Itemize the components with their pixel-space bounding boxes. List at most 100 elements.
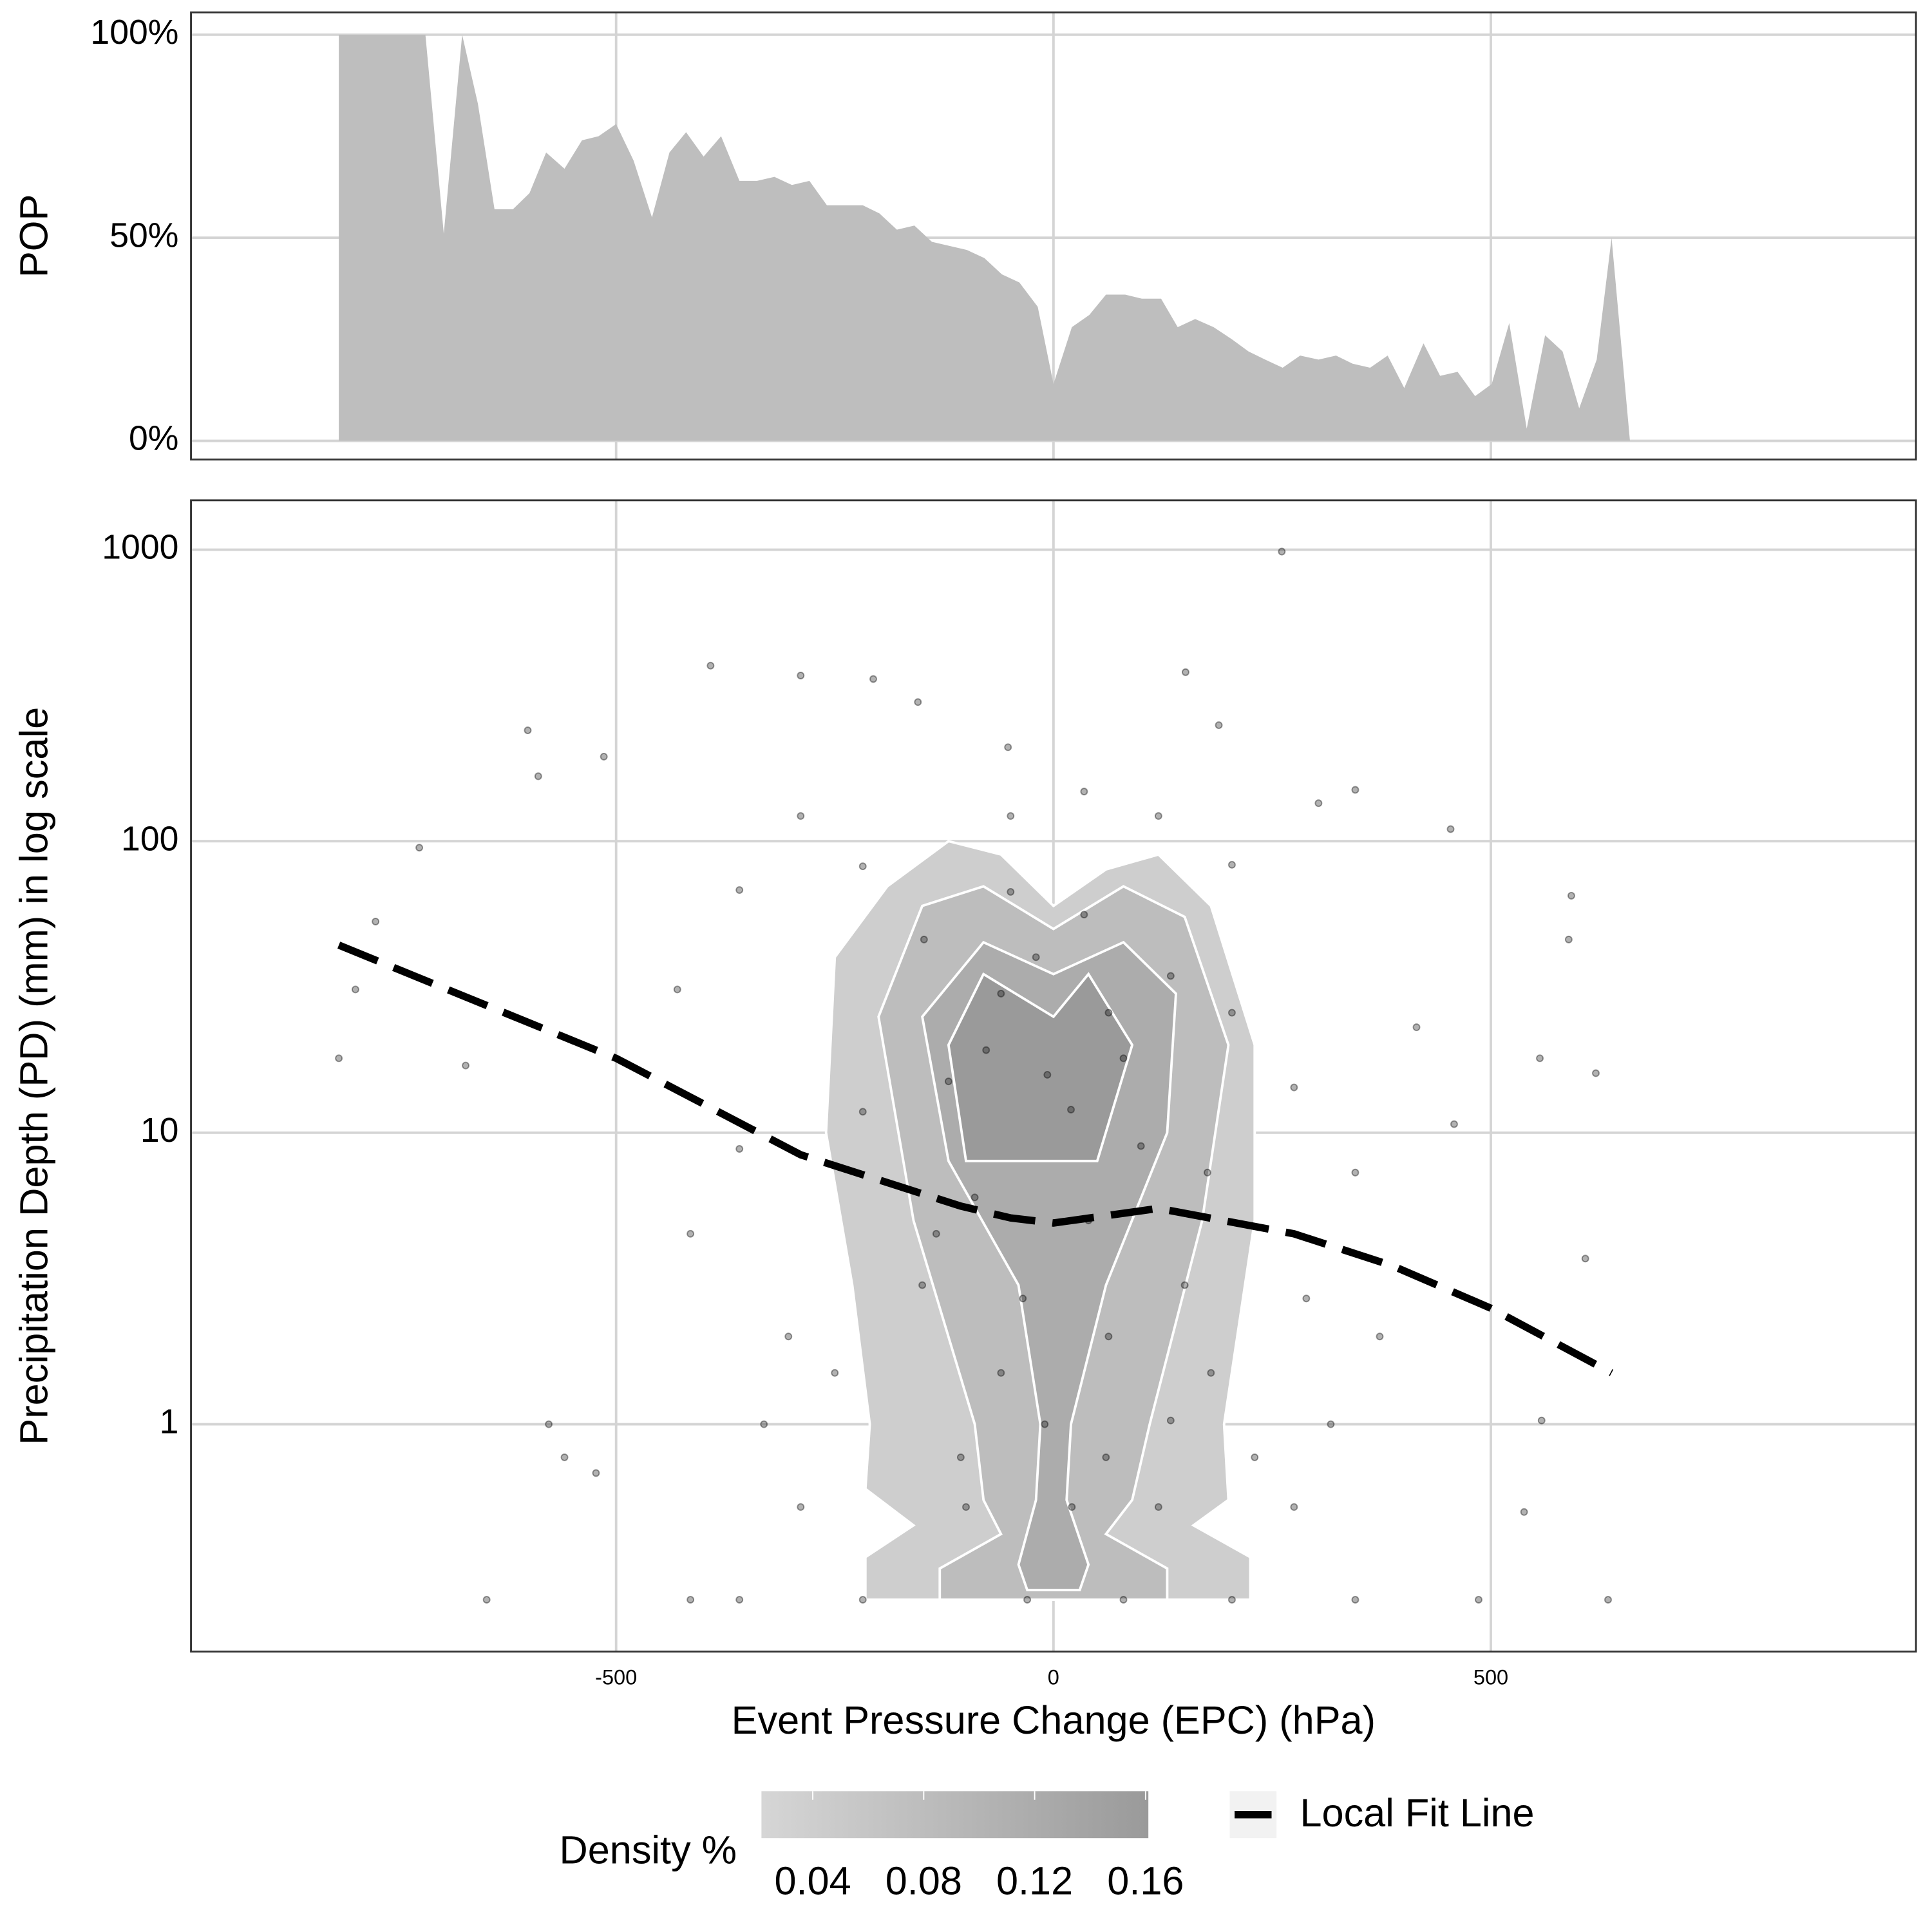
area (339, 34, 1630, 441)
x-tick-label: -500 (595, 1665, 637, 1689)
point (760, 1420, 768, 1428)
point (351, 985, 359, 994)
point (1203, 1168, 1211, 1177)
colorbar-tick-label: 0.08 (886, 1859, 962, 1902)
point (335, 1054, 343, 1063)
x-tick-label: 500 (1473, 1665, 1508, 1689)
colorbar-tick-label: 0.12 (996, 1859, 1073, 1902)
point (858, 1108, 867, 1116)
point (372, 918, 380, 925)
point (592, 1469, 600, 1477)
y-tick-label: 1 (160, 1403, 179, 1441)
point (962, 1503, 970, 1511)
point (1376, 1332, 1384, 1341)
y-tick-label: 100% (90, 13, 178, 52)
density-region (947, 972, 1134, 1162)
point (1278, 547, 1286, 556)
point (1228, 1009, 1236, 1017)
point (1041, 1420, 1049, 1428)
point (1032, 953, 1040, 961)
point (1314, 799, 1323, 808)
y-tick-label: 0% (129, 419, 178, 458)
point (687, 1229, 695, 1238)
point (797, 672, 805, 679)
point (1228, 860, 1236, 869)
point (1023, 1596, 1032, 1604)
colorbar (761, 1791, 1149, 1839)
point (1412, 1023, 1421, 1032)
point (914, 698, 922, 706)
panel-border (190, 499, 1917, 1653)
point (971, 1193, 979, 1202)
point (1007, 812, 1015, 820)
y-tick-label: 10 (140, 1111, 179, 1150)
x-axis-title: Event Pressure Change (EPC) (hPa) (732, 1698, 1376, 1742)
point (1351, 1596, 1359, 1604)
point (482, 1596, 491, 1604)
y-axis-title: Precipitation Depth (PD) (mm) in log sca… (12, 707, 56, 1445)
point (1228, 1596, 1236, 1604)
point (1290, 1083, 1298, 1092)
point (415, 844, 424, 852)
point (534, 772, 542, 781)
colorbar-tick-label: 0.16 (1107, 1859, 1184, 1902)
point (797, 812, 805, 820)
point (1067, 1106, 1075, 1113)
point (1520, 1508, 1528, 1516)
point (1251, 1453, 1259, 1461)
point (1166, 1416, 1175, 1425)
point (858, 862, 867, 871)
point (858, 1596, 867, 1604)
point (545, 1420, 553, 1428)
point (956, 1453, 965, 1461)
point (462, 1061, 469, 1070)
point (997, 989, 1005, 998)
x-tick-label: 0 (1048, 1665, 1059, 1689)
point (560, 1453, 569, 1461)
point (1182, 668, 1189, 676)
point (1004, 743, 1012, 752)
point (932, 1229, 940, 1238)
y-tick-label: 1000 (102, 528, 178, 567)
point (831, 1368, 839, 1377)
point (1215, 721, 1223, 730)
point (869, 675, 877, 683)
point (1137, 1142, 1145, 1150)
point (687, 1596, 695, 1604)
point (1604, 1596, 1612, 1604)
point (735, 1145, 744, 1153)
point (997, 1368, 1005, 1377)
y-tick-label: 50% (109, 216, 178, 254)
point (706, 661, 715, 670)
legend-title: Density % (560, 1828, 737, 1871)
point (1119, 1054, 1128, 1063)
point (982, 1046, 990, 1054)
point (1104, 1009, 1113, 1017)
point (1080, 788, 1088, 796)
legend-label: Local Fit Line (1300, 1791, 1534, 1835)
panel-border (190, 11, 1917, 460)
point (1043, 1070, 1052, 1079)
point (1446, 825, 1455, 833)
point (1166, 972, 1175, 980)
point (797, 1503, 805, 1511)
point (1351, 786, 1359, 794)
point (1207, 1368, 1215, 1377)
point (918, 1281, 927, 1289)
point (1592, 1069, 1600, 1077)
point (1154, 812, 1162, 820)
point (1351, 1168, 1359, 1177)
point (735, 1596, 744, 1604)
point (735, 886, 744, 894)
point (1450, 1120, 1458, 1128)
point (524, 726, 532, 735)
point (1180, 1281, 1189, 1289)
point (1080, 911, 1088, 919)
point (944, 1077, 952, 1086)
point (1302, 1294, 1311, 1303)
y-axis-title: POP (12, 194, 56, 278)
point (1567, 891, 1575, 900)
point (1068, 1503, 1076, 1511)
point (1581, 1255, 1589, 1263)
